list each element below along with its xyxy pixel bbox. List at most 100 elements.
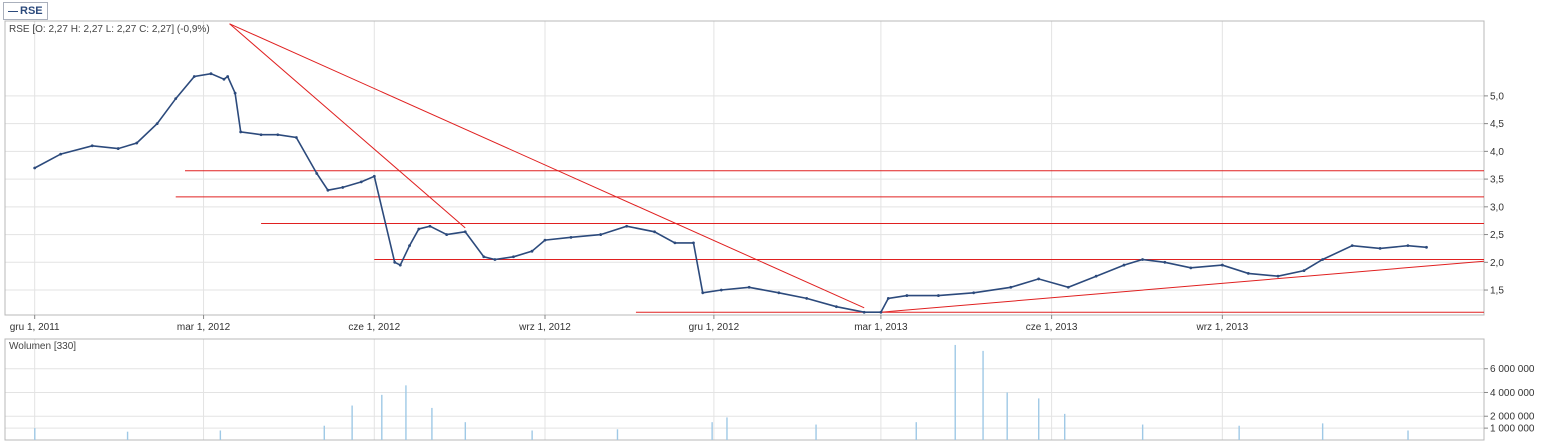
volume-panel-frame — [4, 338, 1485, 441]
volume-y-tick-label: 2 000 000 — [1490, 412, 1535, 423]
price-series-line — [34, 72, 1427, 313]
price-point — [862, 310, 866, 314]
price-point — [59, 152, 63, 156]
volume-bar — [982, 350, 984, 440]
volume-bar — [1064, 413, 1066, 440]
price-point — [417, 227, 421, 231]
price-y-tick-label: 1,5 — [1490, 286, 1504, 297]
volume-info: Wolumen [330] — [9, 341, 76, 352]
price-point — [226, 75, 230, 78]
price-point — [625, 224, 629, 228]
volume-y-tick-label: 1 000 000 — [1490, 424, 1535, 435]
volume-bar — [726, 417, 728, 440]
price-point — [408, 244, 411, 248]
price-point — [372, 174, 376, 178]
price-point — [239, 130, 243, 134]
price-point — [393, 260, 397, 264]
volume-bar — [219, 430, 222, 440]
price-y-axis: 1,5 2,0 2,5 3,0 3,5 4,0 4,5 5,0 — [1484, 91, 1504, 297]
price-point — [1302, 269, 1306, 273]
price-y-tick-label: 5,0 — [1490, 91, 1504, 102]
price-y-tick-label: 3,5 — [1490, 175, 1504, 186]
price-point — [719, 288, 723, 292]
legend-line-icon — [8, 10, 18, 12]
x-tick-label: cze 1, 2012 — [348, 322, 400, 333]
price-point — [1189, 266, 1193, 270]
volume-bar — [915, 422, 917, 440]
trendline — [229, 23, 865, 309]
price-point — [1406, 244, 1410, 248]
price-point — [1220, 263, 1224, 267]
x-tick-label: cze 1, 2013 — [1026, 322, 1078, 333]
price-y-tick-label: 2,0 — [1490, 258, 1504, 269]
volume-y-tick-label: 6 000 000 — [1490, 364, 1535, 375]
price-point — [937, 294, 940, 297]
price-point — [1141, 258, 1144, 261]
price-point — [1066, 285, 1070, 289]
trendlines — [175, 23, 1485, 313]
price-point — [341, 186, 345, 189]
volume-bar — [464, 422, 467, 440]
price-point — [972, 291, 976, 295]
price-point — [192, 75, 196, 78]
price-point — [493, 258, 497, 261]
price-y-tick-label: 2,5 — [1490, 230, 1504, 241]
volume-bar — [616, 429, 619, 440]
price-point — [1246, 271, 1250, 275]
volume-bar — [351, 405, 353, 440]
price-point — [463, 230, 467, 234]
price-point — [673, 241, 677, 245]
volume-bar — [405, 385, 407, 440]
price-y-tick-label: 3,0 — [1490, 202, 1504, 213]
price-point — [905, 294, 909, 297]
price-point — [834, 305, 838, 309]
volume-bar — [954, 344, 956, 440]
trendline — [880, 260, 1485, 313]
price-point — [259, 133, 263, 137]
price-point — [512, 255, 515, 259]
price-point — [879, 310, 883, 314]
price-point — [209, 72, 213, 76]
volume-bar — [431, 407, 433, 440]
price-point — [326, 188, 330, 192]
price-y-tick-label: 4,5 — [1490, 119, 1504, 130]
price-point — [1163, 260, 1167, 264]
price-point — [359, 180, 363, 184]
x-tick-label: wrz 1, 2012 — [518, 322, 571, 333]
price-point — [116, 147, 120, 150]
price-point — [482, 255, 486, 259]
volume-bar — [34, 428, 36, 440]
price-point — [886, 296, 890, 300]
volume-bar — [323, 425, 325, 440]
price-y-tick-label: 4,0 — [1490, 147, 1504, 158]
volume-grid — [5, 339, 1484, 440]
price-points — [33, 72, 1428, 314]
x-tick-label: wrz 1, 2013 — [1195, 322, 1248, 333]
volume-y-tick-label: 4 000 000 — [1490, 388, 1535, 399]
x-tick-label: gru 1, 2011 — [10, 322, 60, 333]
price-point — [33, 166, 37, 170]
price-point — [1009, 285, 1013, 289]
volume-bar — [381, 394, 383, 440]
price-point — [90, 144, 94, 148]
legend-toggle[interactable]: RSE — [3, 2, 48, 20]
legend-label: RSE — [20, 5, 43, 17]
volume-bar — [1006, 392, 1008, 440]
trendline — [229, 23, 466, 229]
price-point — [1037, 277, 1041, 281]
price-point — [445, 233, 449, 236]
price-point — [1378, 247, 1382, 250]
x-tick-label: mar 1, 2013 — [854, 322, 908, 333]
volume-bar — [1238, 425, 1240, 440]
price-point — [1094, 274, 1098, 278]
volume-bar — [1038, 398, 1040, 440]
volume-bar — [531, 430, 533, 440]
price-point — [222, 77, 226, 81]
volume-bars — [34, 344, 1409, 440]
x-tick-label: gru 1, 2012 — [689, 322, 740, 333]
price-point — [155, 122, 159, 126]
price-point — [428, 224, 432, 228]
volume-bar — [711, 422, 713, 440]
